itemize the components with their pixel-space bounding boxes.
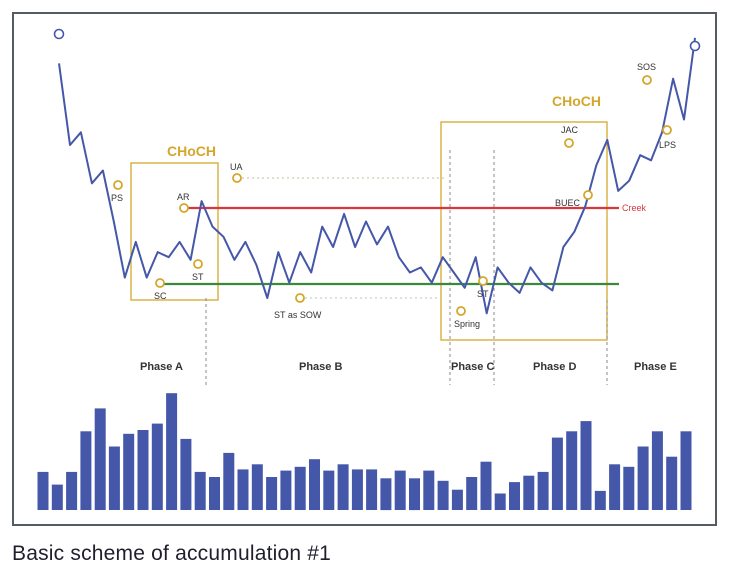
volume-bar — [137, 430, 149, 510]
volume-bar — [423, 470, 435, 510]
jac-marker — [564, 138, 574, 148]
volume-bar — [566, 431, 578, 510]
sos-marker — [642, 75, 652, 85]
volume-bar — [309, 459, 320, 510]
volume-bar — [480, 461, 492, 510]
volume-bar — [237, 469, 249, 510]
volume-bar — [323, 470, 335, 510]
volume-bar — [509, 482, 520, 510]
volume-bar — [251, 464, 263, 510]
ua-label: UA — [230, 162, 243, 172]
volume-bar — [437, 480, 449, 510]
spring-label: Spring — [454, 319, 480, 329]
volume-bar — [294, 466, 306, 510]
end-marker — [689, 40, 701, 52]
volume-bar — [537, 471, 549, 510]
volume-bar — [651, 431, 663, 510]
buec-marker — [583, 190, 593, 200]
volume-bar — [609, 464, 621, 510]
sos-label: SOS — [637, 62, 656, 72]
st-sow-label: ST as SOW — [274, 310, 322, 320]
st-sow-marker — [295, 293, 305, 303]
phase-e-label: Phase E — [634, 361, 677, 373]
volume-bar — [394, 470, 406, 510]
volume-bar — [108, 446, 120, 510]
volume-bar — [223, 452, 235, 510]
phase-a-label: Phase A — [140, 361, 183, 373]
volume-bar — [623, 466, 635, 510]
phase-d-label: Phase D — [533, 361, 576, 373]
ua-marker — [232, 173, 242, 183]
volume-bar — [680, 431, 692, 510]
choch-box-d — [440, 121, 608, 341]
creek-label: Creek — [622, 203, 647, 213]
jac-label: JAC — [561, 125, 579, 135]
volume-bar — [166, 393, 178, 510]
choch-label-d: CHoCH — [552, 93, 601, 109]
figure-caption: Basic scheme of accumulation #1 — [12, 542, 332, 565]
volume-bar — [451, 489, 463, 510]
volume-bar — [366, 469, 378, 510]
choch-label-a: CHoCH — [167, 143, 216, 159]
volume-bar — [337, 464, 349, 510]
volume-bar — [66, 471, 78, 510]
volume-bar — [594, 490, 606, 510]
volume-bar — [351, 469, 363, 510]
st-c-label: ST — [477, 289, 489, 299]
sc-label: SC — [154, 291, 167, 301]
volume-bar — [37, 471, 49, 510]
volume-bar — [80, 431, 92, 510]
choch-box-a — [130, 162, 219, 301]
ps-label: PS — [111, 193, 123, 203]
st-a-label: ST — [192, 272, 204, 282]
volume-bar — [409, 478, 420, 511]
volume-bar — [523, 475, 535, 510]
buec-label: BUEC — [555, 198, 581, 208]
sc-marker — [155, 278, 165, 288]
volume-bar — [151, 423, 163, 510]
st-a-marker — [193, 259, 203, 269]
price-series-line — [58, 37, 696, 315]
volume-bar — [51, 484, 63, 510]
ps-marker — [113, 180, 123, 190]
start-marker — [53, 28, 65, 40]
volume-bar — [580, 421, 592, 510]
volume-bar — [494, 493, 506, 510]
volume-bar — [466, 477, 478, 510]
ar-marker — [179, 203, 189, 213]
volume-bar — [94, 408, 106, 510]
ar-label: AR — [177, 192, 190, 202]
volume-bar — [180, 438, 192, 510]
lps-label: LPS — [659, 140, 676, 150]
volume-bar — [637, 446, 649, 510]
volume-bar — [194, 471, 206, 510]
volume-bar — [209, 477, 220, 510]
volume-bar — [280, 470, 292, 510]
volume-bar — [380, 478, 392, 511]
st-c-marker — [478, 276, 488, 286]
volume-bar — [123, 433, 135, 510]
volume-bar — [266, 477, 278, 510]
spring-marker — [456, 306, 466, 316]
volume-bar — [666, 456, 678, 510]
volume-bar — [551, 437, 563, 510]
accumulation-chart: PS SC AR ST UA ST as SOW Spring ST JAC B… — [37, 28, 701, 511]
phase-c-label: Phase C — [451, 361, 494, 373]
volume-bars — [37, 393, 692, 511]
lps-marker — [662, 125, 672, 135]
phase-b-label: Phase B — [299, 361, 342, 373]
